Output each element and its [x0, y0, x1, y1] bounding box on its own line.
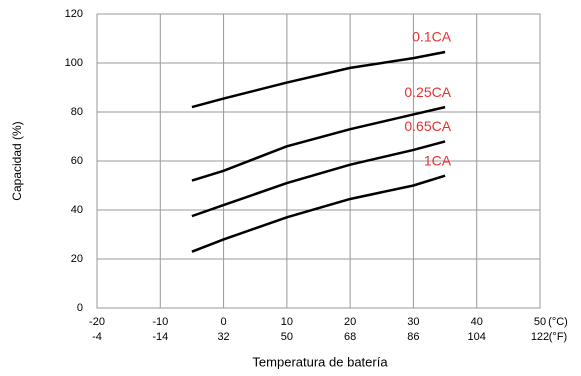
series-line — [191, 140, 446, 218]
x-tick-label: 10 — [281, 316, 293, 328]
x-tick-label: 40 — [471, 316, 483, 328]
x2-tick-label: 104 — [468, 331, 486, 343]
series-label: 0.25CA — [404, 84, 451, 100]
y-tick-label: 40 — [71, 204, 83, 216]
series-line — [191, 50, 446, 109]
x-tick-label: 0 — [221, 316, 227, 328]
x2-tick-label: 122 — [531, 331, 549, 343]
series-line — [191, 105, 446, 182]
x2-tick-label: 50 — [281, 331, 293, 343]
x2-unit: (°F) — [549, 331, 567, 343]
series-label: 0.65CA — [404, 118, 451, 134]
x-tick-label: 20 — [344, 316, 356, 328]
x-axis-title: Temperatura de batería — [252, 354, 388, 369]
series-line — [191, 174, 446, 253]
x-unit: (°C) — [548, 316, 568, 328]
y-tick-label: 0 — [77, 302, 83, 314]
x2-tick-label: -14 — [152, 331, 168, 343]
x-tick-label: 50 — [534, 316, 546, 328]
x-tick-label: -10 — [152, 316, 168, 328]
y-tick-label: 60 — [71, 155, 83, 167]
plot-border — [96, 13, 541, 309]
y-tick-label: 20 — [71, 253, 83, 265]
y-axis-title: Capacidad (%) — [10, 121, 24, 200]
x-tick-label: -20 — [89, 316, 105, 328]
x2-tick-label: 86 — [407, 331, 419, 343]
y-tick-label: 80 — [71, 106, 83, 118]
x-tick-label: 30 — [407, 316, 419, 328]
y-tick-label: 100 — [65, 57, 83, 69]
series-label: 0.1CA — [412, 29, 452, 45]
x2-tick-label: -4 — [92, 331, 102, 343]
x2-tick-label: 32 — [217, 331, 229, 343]
series-label: 1CA — [424, 152, 452, 168]
y-tick-label: 120 — [65, 8, 83, 20]
x2-tick-label: 68 — [344, 331, 356, 343]
